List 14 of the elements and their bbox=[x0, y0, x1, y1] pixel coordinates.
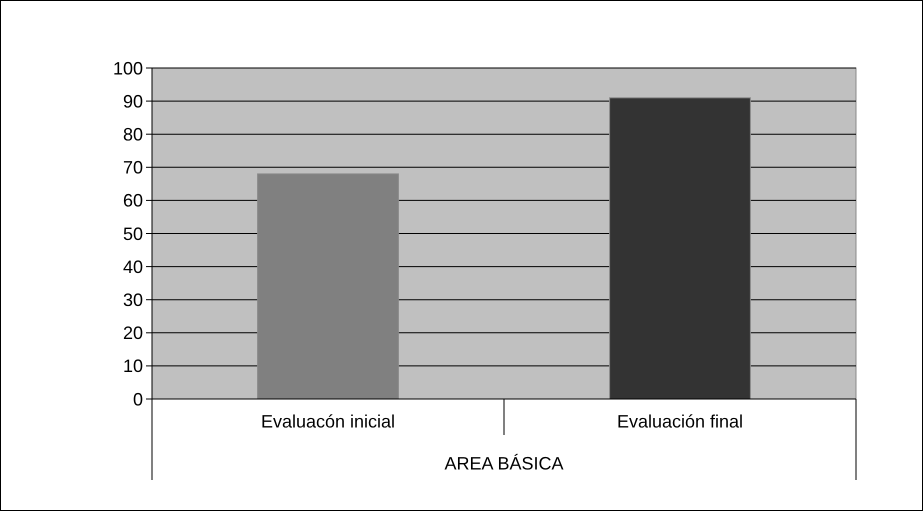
y-tick-label: 50 bbox=[122, 224, 143, 244]
x-axis-title: AREA BÁSICA bbox=[444, 453, 564, 474]
y-tick-label: 30 bbox=[122, 290, 143, 310]
y-tick-label: 0 bbox=[132, 389, 143, 410]
y-tick-label: 80 bbox=[122, 124, 143, 144]
y-tick-label: 40 bbox=[122, 256, 143, 277]
x-tick-label: Evaluación final bbox=[616, 411, 744, 432]
y-tick-label: 10 bbox=[122, 356, 143, 376]
y-tick-label: 20 bbox=[122, 323, 143, 344]
x-tick-label: Evaluacón inicial bbox=[260, 411, 396, 432]
y-tick-label: 70 bbox=[122, 158, 143, 178]
y-tick-label: 60 bbox=[122, 190, 143, 211]
y-tick-label: 100 bbox=[112, 58, 143, 78]
y-tick-label: 90 bbox=[122, 91, 143, 112]
